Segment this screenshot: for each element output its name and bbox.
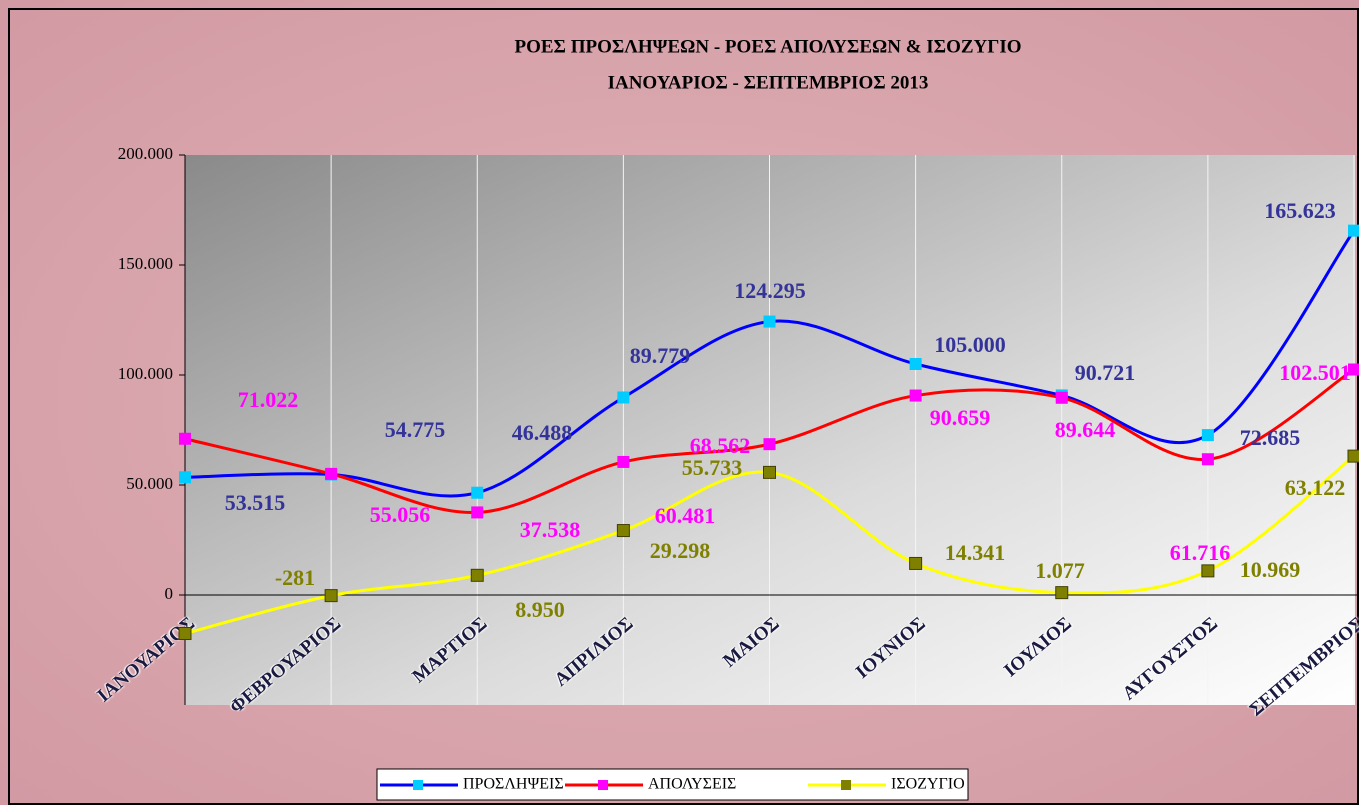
legend-marker [841,780,851,790]
lines [178,224,1359,641]
marker [763,315,776,328]
data-label: 54.775 [385,417,446,442]
marker [1348,224,1359,237]
labels: 53.515 54.775 46.488 89.779 124.295 105.000 90… [225,198,1351,622]
marker [909,358,922,370]
legend-label: ΠΡΟΣΛΗΨΕΙΣ [463,776,564,793]
marker [909,389,922,402]
marker [763,465,776,479]
chart-title: ΡΟΕΣ ΠΡΟΣΛΗΨΕΩΝ - ΡΟΕΣ ΑΠΟΛΥΣΕΩΝ & ΙΣΟΖΥ… [514,36,1021,57]
y-tick-label: 100.000 [118,364,173,383]
data-label: 46.488 [512,420,573,445]
marker [1055,391,1068,404]
marker [471,486,484,499]
marker [617,455,630,468]
data-label: 55.056 [370,502,431,527]
data-label: 29.298 [650,538,711,563]
marker [178,627,192,641]
data-label: 37.538 [520,517,581,542]
marker [1201,453,1214,466]
marker [909,556,923,570]
y-tick-label: 200.000 [118,144,173,163]
data-label: 124.295 [734,278,806,303]
data-label: 89.644 [1055,417,1116,442]
marker [1348,363,1359,376]
chart-subtitle: ΙΑΝΟΥΑΡΙΟΣ - ΣΕΠΤΕΜΒΡΙΟΣ 2013 [608,72,929,93]
data-label: 60.481 [655,503,716,528]
data-label: 68.562 [690,433,751,458]
marker [325,467,338,480]
data-label: 89.779 [630,343,691,368]
data-label: 90.721 [1075,360,1136,385]
legend-label: ΙΣΟΖΥΓΙΟ [891,776,965,793]
data-label: 53.515 [225,490,286,515]
legend-marker [413,780,423,790]
marker [1347,449,1359,463]
marker [471,506,484,519]
y-tick-label: 50.000 [126,474,173,493]
marker [470,568,484,582]
data-label: 63.122 [1285,475,1346,500]
marker [1201,429,1214,442]
marker [1055,586,1069,600]
frame [8,8,1359,805]
data-label: 55.733 [682,455,743,480]
legend-items: ΠΡΟΣΛΗΨΕΙΣ ΑΠΟΛΥΣΕΙΣ ΙΣΟΖΥΓΙΟ [380,776,965,793]
data-label: 105.000 [934,332,1006,357]
data-label: 90.659 [930,405,991,430]
data-label: 102.501 [1279,360,1351,385]
data-label: 165.623 [1264,198,1336,223]
data-label: 10.969 [1240,557,1301,582]
y-tick-label: 150.000 [118,254,173,273]
marker [179,432,191,445]
data-label: -281 [275,565,315,590]
marker [763,438,776,451]
data-label: 61.716 [1170,540,1231,565]
data-label: 1.077 [1035,558,1085,583]
marker [179,471,191,484]
data-label: 14.341 [945,540,1006,565]
legend-marker [598,780,608,790]
marker [617,391,630,404]
marker [324,589,338,603]
y-tick-label: 0 [165,584,174,603]
data-label: 8.950 [515,597,565,622]
data-label: 72.685 [1240,425,1301,450]
data-label: 71.022 [238,387,299,412]
marker [616,524,630,538]
legend-label: ΑΠΟΛΥΣΕΙΣ [648,776,736,793]
marker [1201,564,1215,578]
